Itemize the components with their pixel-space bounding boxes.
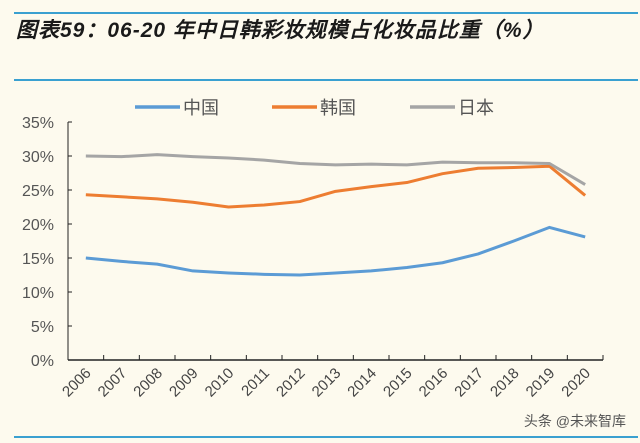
- x-tick-label: 2016: [416, 365, 452, 401]
- y-tick-label: 5%: [31, 319, 54, 336]
- x-tick-label: 2010: [202, 365, 238, 401]
- top-rule: [14, 12, 638, 14]
- bottom-rule: [14, 436, 638, 438]
- x-tick-label: 2020: [558, 365, 594, 401]
- x-tick-label: 2019: [523, 365, 559, 401]
- x-tick-label: 2007: [95, 365, 131, 401]
- title-rule: [14, 79, 638, 81]
- legend-label: 中国: [183, 98, 219, 119]
- x-tick-label: 2011: [238, 365, 273, 400]
- y-tick-label: 30%: [22, 149, 54, 166]
- x-tick-label: 2012: [273, 365, 309, 401]
- x-tick-label: 2017: [451, 365, 487, 401]
- y-tick-label: 10%: [22, 285, 54, 302]
- watermark: 头条 @未来智库: [523, 413, 626, 429]
- legend-label: 韩国: [320, 98, 356, 119]
- series-line-2: [85, 164, 587, 209]
- x-tick-label: 2009: [166, 365, 202, 401]
- y-tick-label: 25%: [22, 183, 54, 200]
- y-tick-label: 15%: [22, 251, 54, 268]
- legend-label: 日本: [458, 98, 494, 119]
- series-line-1: [85, 225, 586, 277]
- x-tick-label: 2006: [59, 365, 95, 401]
- y-tick-label: 0%: [31, 353, 54, 370]
- x-tick-label: 2018: [487, 365, 523, 401]
- x-tick-label: 2008: [130, 365, 166, 401]
- y-tick-label: 20%: [22, 217, 54, 234]
- series-line-3: [85, 153, 586, 186]
- chart-title: 图表59：06-20 年中日韩彩妆规模占化妆品比重（%）: [16, 19, 545, 42]
- y-tick-label: 35%: [22, 115, 54, 132]
- x-tick-label: 2014: [344, 365, 380, 401]
- x-tick-label: 2013: [309, 365, 345, 401]
- x-tick-label: 2015: [380, 365, 416, 401]
